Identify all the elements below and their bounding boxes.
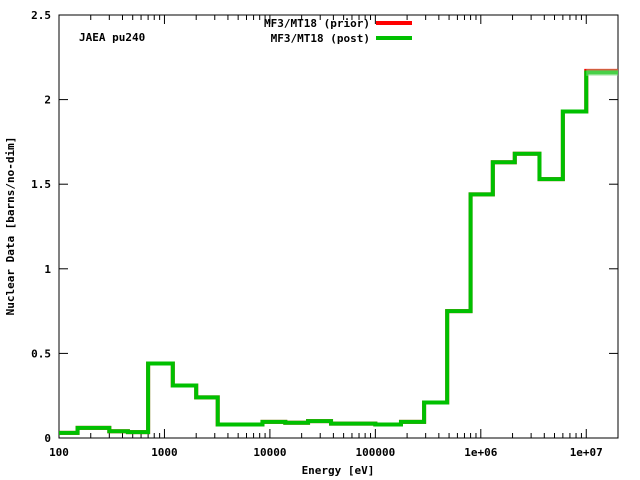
plot-frame [58,14,619,439]
y-tick-label: 1.5 [31,178,51,191]
legend-label: MF3/MT18 (prior) [264,17,370,30]
x-tick-label: 1e+07 [570,446,603,459]
y-axis-label: Nuclear Data [barns/no-dim] [4,137,17,316]
x-tick-label: 100 [49,446,69,459]
series-layer [59,68,618,435]
series-post-line [59,70,618,435]
x-axis-label: Energy [eV] [302,464,375,477]
y-tick-label: 0.5 [31,347,51,360]
y-tick-label: 2 [44,94,51,107]
post-uncertainty-band [586,69,618,76]
y-tick-label: 0 [44,432,51,445]
y-tick-label: 1 [44,263,51,276]
x-tick-label: 1000 [151,446,178,459]
x-tick-label: 100000 [355,446,395,459]
x-tick-label: 1e+06 [464,446,497,459]
legend-label: MF3/MT18 (post) [271,32,370,45]
legend: MF3/MT18 (prior) MF3/MT18 (post) [264,17,412,45]
x-tick-label: 10000 [253,446,286,459]
axis-ticks: 100 1000 10000 100000 1e+06 1e+07 0 0.5 1 1.5 2 2.5 [31,9,618,459]
y-tick-label: 2.5 [31,9,51,22]
chart-annotation: JAEA pu240 [79,31,145,44]
